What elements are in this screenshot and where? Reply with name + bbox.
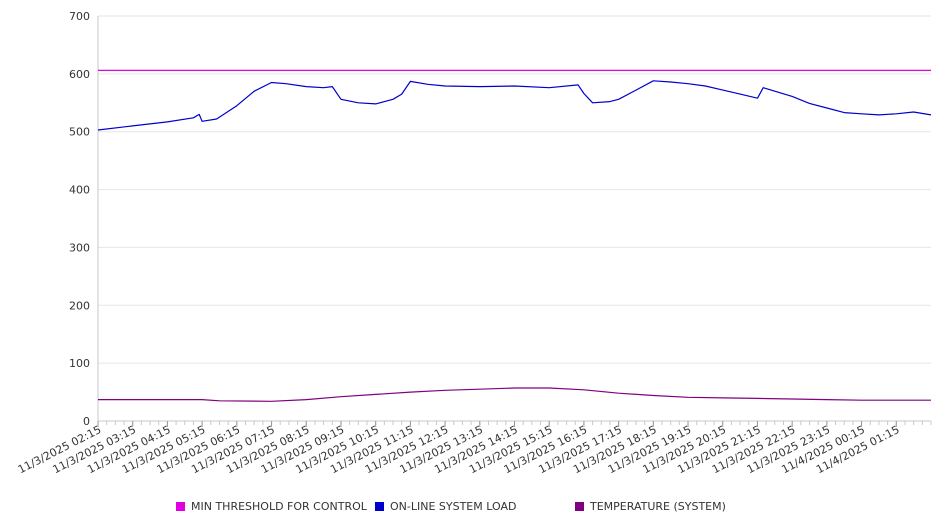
legend-item-system-load: ON-LINE SYSTEM LOAD <box>375 497 516 515</box>
axes <box>97 16 932 427</box>
y-tick-label-700: 700 <box>69 10 90 23</box>
legend-swatch-min-threshold <box>176 501 185 511</box>
y-tick-labels: 0 100 200 300 400 500 600 700 <box>69 10 90 428</box>
y-tick-label-0: 0 <box>83 415 90 428</box>
y-tick-label-600: 600 <box>69 68 90 81</box>
y-tick-label-400: 400 <box>69 184 90 197</box>
series-line-system-load <box>97 80 932 131</box>
series-lines <box>97 69 932 402</box>
legend-label-system-load: ON-LINE SYSTEM LOAD <box>390 499 517 513</box>
y-tick-label-300: 300 <box>69 241 90 254</box>
y-tick-label-100: 100 <box>69 357 90 370</box>
legend-item-temperature: TEMPERATURE (SYSTEM) <box>575 497 726 515</box>
series-line-temperature <box>98 387 931 402</box>
y-tick-label-200: 200 <box>69 299 90 312</box>
legend-swatch-temperature <box>575 501 584 511</box>
y-tick-label-500: 500 <box>69 126 90 139</box>
legend-label-min-threshold: MIN THRESHOLD FOR CONTROL <box>191 499 367 513</box>
legend: MIN THRESHOLD FOR CONTROL ON-LINE SYSTEM… <box>0 497 946 515</box>
legend-label-temperature: TEMPERATURE (SYSTEM) <box>590 499 726 513</box>
grid-lines <box>98 15 931 364</box>
legend-item-min-threshold: MIN THRESHOLD FOR CONTROL <box>176 497 367 515</box>
legend-swatch-system-load <box>375 501 384 511</box>
